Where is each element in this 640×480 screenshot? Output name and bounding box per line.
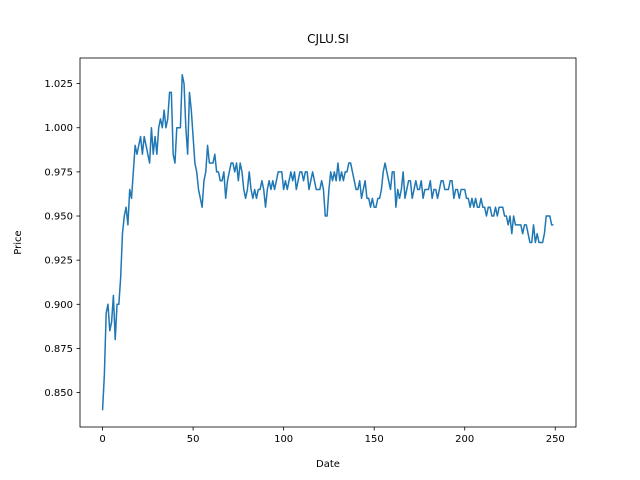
x-tick-label: 150 <box>365 434 384 445</box>
y-tick-label: 0.925 <box>44 256 73 267</box>
x-tick-label: 100 <box>274 434 293 445</box>
y-axis-label: Price <box>13 230 24 254</box>
x-tick-label: 200 <box>455 434 474 445</box>
plot-frame <box>79 57 577 428</box>
y-tick-label: 1.000 <box>44 123 73 134</box>
x-tick-label: 250 <box>546 434 565 445</box>
chart-title: CJLU.SI <box>307 32 349 46</box>
x-axis-label: Date <box>316 459 340 470</box>
y-tick-label: 0.850 <box>44 388 73 399</box>
y-tick-label: 0.900 <box>44 300 73 311</box>
y-tick-label: 1.025 <box>44 79 73 90</box>
y-tick-label: 0.950 <box>44 212 73 223</box>
x-tick-label: 50 <box>187 434 200 445</box>
y-tick-label: 0.875 <box>44 344 73 355</box>
x-tick-label: 0 <box>99 434 105 445</box>
price-line <box>101 74 554 411</box>
y-tick-label: 0.975 <box>44 167 73 178</box>
